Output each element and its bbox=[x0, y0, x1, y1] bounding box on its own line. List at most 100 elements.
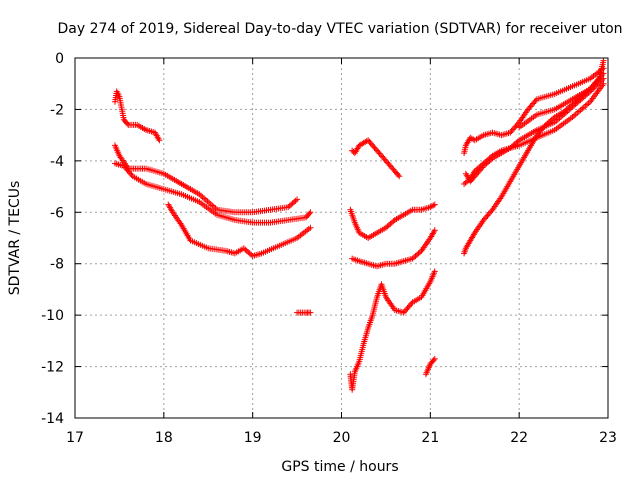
data-point bbox=[243, 247, 250, 254]
data-point bbox=[536, 129, 543, 136]
data-point bbox=[294, 196, 301, 203]
data-point bbox=[366, 138, 373, 145]
data-point bbox=[530, 100, 537, 107]
data-point bbox=[124, 120, 131, 127]
data-point bbox=[374, 147, 381, 154]
y-tick-label: -4 bbox=[50, 154, 64, 170]
data-point bbox=[562, 107, 569, 114]
data-point bbox=[514, 120, 521, 127]
data-point bbox=[375, 149, 382, 156]
x-axis-label: GPS time / hours bbox=[281, 459, 398, 475]
series-s13 bbox=[461, 80, 607, 187]
data-point bbox=[542, 121, 549, 128]
data-point bbox=[240, 245, 247, 252]
data-point bbox=[474, 165, 481, 172]
data-point bbox=[407, 302, 414, 309]
data-point bbox=[401, 308, 408, 315]
data-point bbox=[485, 211, 492, 218]
data-point bbox=[128, 171, 135, 178]
data-points bbox=[111, 57, 607, 393]
data-point bbox=[292, 197, 299, 204]
data-point bbox=[533, 132, 540, 139]
data-point bbox=[528, 102, 535, 109]
axis-ticks: 17 18 19 20 21 22 23 0 -2 -4 -6 -8 -10 -12 -14 bbox=[41, 51, 617, 446]
data-point bbox=[479, 161, 486, 168]
data-point bbox=[122, 164, 129, 171]
data-point bbox=[483, 214, 490, 221]
data-point bbox=[289, 200, 296, 207]
data-point bbox=[412, 253, 419, 259]
data-point bbox=[291, 199, 298, 205]
data-point bbox=[307, 209, 314, 216]
data-point bbox=[565, 105, 572, 112]
x-tick-label: 22 bbox=[510, 430, 528, 446]
data-point bbox=[414, 251, 421, 258]
data-point bbox=[395, 172, 402, 178]
data-point bbox=[483, 157, 490, 164]
y-tick-label: -14 bbox=[41, 411, 64, 427]
data-point bbox=[382, 224, 389, 231]
data-point bbox=[473, 166, 480, 173]
data-point bbox=[511, 125, 518, 132]
data-point bbox=[306, 210, 313, 217]
data-point bbox=[379, 153, 386, 160]
data-point bbox=[569, 101, 576, 108]
data-point bbox=[384, 223, 391, 230]
data-point bbox=[389, 165, 396, 172]
data-point bbox=[600, 80, 607, 87]
y-tick-label: 0 bbox=[55, 51, 64, 67]
data-point bbox=[431, 268, 438, 275]
x-tick-label: 19 bbox=[244, 430, 262, 446]
series-s9 bbox=[347, 268, 438, 393]
data-point bbox=[377, 151, 384, 158]
data-point bbox=[388, 219, 395, 226]
data-point bbox=[476, 164, 483, 171]
data-point bbox=[560, 109, 567, 115]
data-point bbox=[246, 250, 253, 257]
x-tick-label: 23 bbox=[599, 430, 617, 446]
series-s6 bbox=[349, 137, 403, 180]
data-point bbox=[531, 99, 538, 106]
series-s1 bbox=[111, 88, 163, 144]
data-point bbox=[431, 227, 438, 234]
data-point bbox=[248, 251, 255, 258]
data-point bbox=[508, 128, 515, 135]
data-point bbox=[124, 167, 131, 174]
data-point bbox=[484, 212, 491, 219]
data-point bbox=[365, 137, 372, 144]
data-point bbox=[415, 250, 422, 257]
data-point bbox=[526, 104, 533, 111]
data-point bbox=[540, 124, 547, 131]
data-point bbox=[408, 300, 415, 307]
data-point bbox=[372, 146, 379, 153]
data-point bbox=[409, 255, 416, 262]
data-point bbox=[416, 249, 423, 256]
data-point bbox=[245, 249, 252, 256]
data-point bbox=[488, 154, 495, 160]
y-tick-label: -6 bbox=[50, 205, 64, 221]
data-point bbox=[535, 130, 542, 137]
series-s5 bbox=[294, 309, 314, 316]
data-point bbox=[488, 208, 495, 215]
data-point bbox=[368, 141, 375, 148]
data-point bbox=[349, 147, 356, 154]
data-point bbox=[525, 106, 532, 113]
data-point bbox=[285, 204, 292, 211]
series-s10 bbox=[422, 355, 438, 378]
data-point bbox=[480, 217, 487, 223]
data-point bbox=[548, 116, 555, 123]
data-point bbox=[527, 103, 534, 110]
data-point bbox=[572, 98, 579, 105]
data-point bbox=[430, 357, 437, 364]
data-point bbox=[544, 120, 551, 127]
data-point bbox=[507, 129, 514, 136]
series-s4 bbox=[165, 201, 314, 259]
data-point bbox=[480, 160, 487, 167]
data-point bbox=[380, 154, 387, 161]
data-point bbox=[367, 140, 374, 147]
data-point bbox=[537, 127, 544, 134]
data-point bbox=[563, 106, 570, 113]
data-point bbox=[386, 162, 393, 169]
